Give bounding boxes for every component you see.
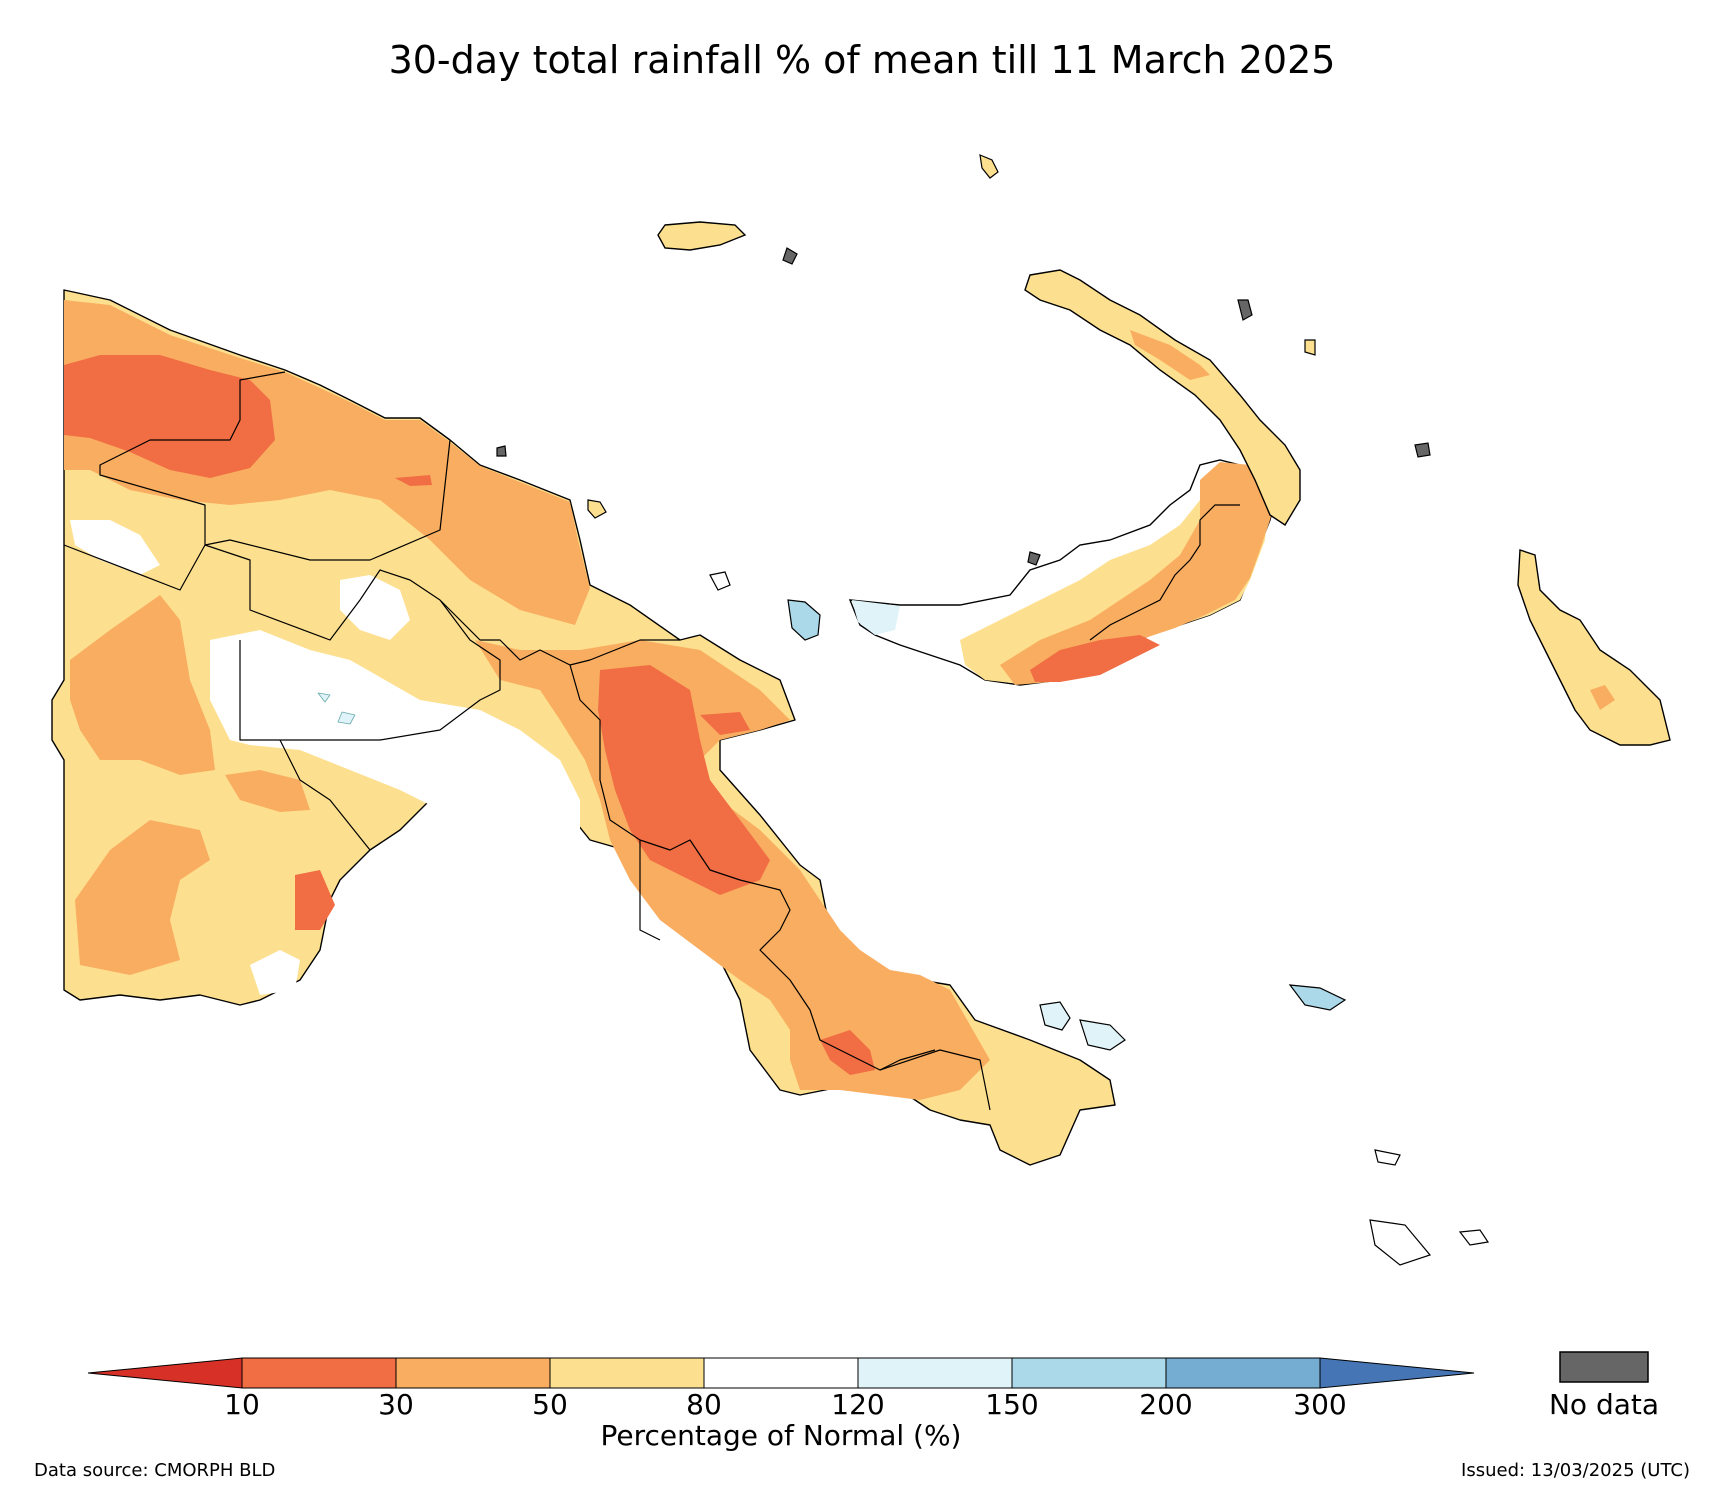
new-britain [848,459,1281,686]
zone-30-50-southwest [75,820,210,975]
data-source-note: Data source: CMORPH BLD [34,1460,276,1481]
new-britain-10-30 [1030,635,1160,682]
map-title: 30-day total rainfall % of mean till 11 … [388,38,1336,82]
zone-10-30-highlands [598,665,770,895]
colorbar-tick-label: 120 [831,1388,884,1421]
zone-10-30-madang [700,712,750,735]
zone-10-30-northwest [64,355,275,478]
zone-10-30-sepik-spot [395,475,432,486]
zone-80-120-daru [250,950,300,995]
manus-island [657,221,747,251]
new-britain-border [1089,504,1240,641]
no-data-label: No data [1549,1388,1659,1421]
colorbar: 10 30 50 80 120 150 200 300 Percentage of Norma… [87,1351,1659,1452]
zone-80-120-west [70,520,160,575]
mainland-png [51,289,1116,1166]
small-islands [496,154,1490,1266]
colorbar-bin-120-150 [857,1357,1013,1389]
province-borders [63,371,991,1111]
colorbar-extend-low [87,1357,243,1389]
colorbar-bin-80-120 [703,1357,859,1389]
bougainville [1517,549,1671,746]
new-britain-50-80 [960,470,1270,684]
zone-80-120-sepik [340,575,410,640]
colorbar-bin-50-80 [549,1357,705,1389]
issued-date: Issued: 13/03/2025 (UTC) [1461,1460,1690,1481]
zone-120-150-lake [317,692,331,703]
colorbar-tick-label: 80 [686,1388,722,1421]
colorbar-bins [241,1357,1321,1389]
colorbar-bin-150-200 [1011,1357,1167,1389]
colorbar-ticks: 10 30 50 80 120 150 200 300 [224,1388,1347,1421]
colorbar-bin-10-30 [241,1357,397,1389]
zone-120-150-lake-2 [337,711,356,725]
zone-30-50-central [225,770,310,812]
colorbar-tick-label: 150 [985,1388,1038,1421]
zone-80-120-fly [210,630,580,870]
no-data-swatch [1559,1351,1649,1383]
colorbar-extend-high [1319,1357,1475,1389]
new-ireland [1024,269,1301,526]
colorbar-tick-label: 10 [224,1388,260,1421]
zone-10-30-south [820,1030,875,1075]
new-ireland-outline [1024,269,1301,526]
new-ireland-30-50 [1130,330,1210,380]
colorbar-bin-30-50 [395,1357,551,1389]
bougainville-outline [1517,549,1671,746]
new-britain-30-50 [1000,462,1280,685]
colorbar-tick-label: 30 [378,1388,414,1421]
bougainville-30-50 [1590,685,1615,710]
colorbar-tick-label: 200 [1139,1388,1192,1421]
colorbar-label: Percentage of Normal (%) [601,1419,962,1452]
colorbar-tick-label: 300 [1293,1388,1346,1421]
zone-30-50-west [70,595,215,775]
colorbar-tick-label: 50 [532,1388,568,1421]
colorbar-bin-200-300 [1165,1357,1321,1389]
zone-10-30-ok [295,870,335,930]
new-britain-80-120 [852,600,900,635]
